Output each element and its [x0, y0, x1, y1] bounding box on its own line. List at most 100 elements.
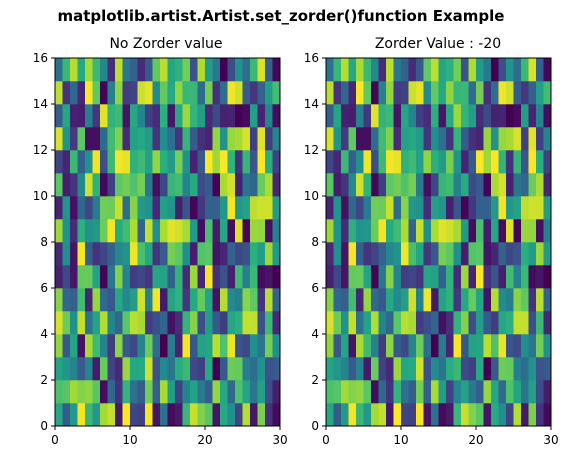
- y-tick-label: 10: [33, 189, 48, 203]
- heatmap-cell: [77, 196, 86, 220]
- heatmap-cell: [62, 380, 71, 404]
- heatmap-cell: [175, 127, 183, 151]
- heatmap-cell: [528, 380, 537, 404]
- heatmap-cell: [197, 334, 206, 358]
- heatmap-cell: [265, 150, 273, 174]
- heatmap-cell: [326, 357, 334, 381]
- heatmap-cell: [100, 265, 108, 289]
- heatmap-cell: [521, 58, 529, 82]
- heatmap-cell: [348, 81, 357, 105]
- heatmap-cell: [205, 311, 213, 335]
- heatmap-cell: [446, 334, 454, 358]
- heatmap-cell: [85, 357, 93, 381]
- heatmap-cell: [491, 334, 499, 358]
- heatmap-cell: [235, 58, 243, 82]
- heatmap-cell: [220, 196, 228, 220]
- axes-right-heatmap: [326, 58, 552, 427]
- heatmap-cell: [378, 127, 387, 151]
- heatmap-cell: [476, 150, 484, 174]
- heatmap-cell: [92, 334, 101, 358]
- heatmap-cell: [107, 265, 116, 289]
- heatmap-cell: [175, 265, 183, 289]
- heatmap-cell: [371, 127, 379, 151]
- heatmap-cell: [401, 173, 409, 197]
- heatmap-cell: [265, 173, 273, 197]
- heatmap-cell: [371, 196, 379, 220]
- heatmap-cell: [438, 288, 447, 312]
- heatmap-cell: [453, 311, 462, 335]
- heatmap-cell: [70, 242, 78, 266]
- heatmap-cell: [348, 311, 357, 335]
- heatmap-cell: [227, 173, 236, 197]
- heatmap-cell: [363, 242, 372, 266]
- heatmap-cell: [498, 219, 507, 243]
- heatmap-cell: [265, 288, 273, 312]
- heatmap-cell: [326, 334, 334, 358]
- heatmap-cell: [107, 219, 116, 243]
- heatmap-cell: [536, 196, 544, 220]
- heatmap-cell: [130, 58, 138, 82]
- heatmap-cell: [115, 219, 123, 243]
- heatmap-cell: [393, 357, 402, 381]
- heatmap-cell: [115, 357, 123, 381]
- heatmap-cell: [513, 403, 522, 427]
- heatmap-cell: [513, 58, 522, 82]
- heatmap-cell: [491, 150, 499, 174]
- heatmap-cell: [100, 58, 108, 82]
- heatmap-cell: [100, 357, 108, 381]
- heatmap-cell: [528, 81, 537, 105]
- heatmap-cell: [416, 242, 424, 266]
- heatmap-cell: [250, 127, 258, 151]
- heatmap-cell: [521, 127, 529, 151]
- heatmap-cell: [326, 288, 334, 312]
- heatmap-cell: [205, 334, 213, 358]
- heatmap-cell: [85, 242, 93, 266]
- heatmap-cell: [227, 311, 236, 335]
- heatmap-cell: [528, 196, 537, 220]
- heatmap-cell: [55, 150, 63, 174]
- heatmap-cell: [265, 219, 273, 243]
- axes-right: Zorder Value : -20 0 10 20 30 0 2 4 6 8 10 12 14 16: [304, 36, 559, 447]
- heatmap-cell: [197, 58, 206, 82]
- heatmap-cell: [513, 288, 522, 312]
- heatmap-cell: [446, 173, 454, 197]
- heatmap-cell: [341, 81, 349, 105]
- heatmap-cell: [386, 173, 394, 197]
- heatmap-cell: [356, 81, 364, 105]
- heatmap-cell: [55, 81, 63, 105]
- heatmap-cell: [85, 81, 93, 105]
- heatmap-cell: [107, 380, 116, 404]
- heatmap-cell: [423, 357, 432, 381]
- heatmap-cell: [250, 311, 258, 335]
- x-tick-label: 20: [468, 433, 483, 447]
- heatmap-cell: [167, 311, 176, 335]
- heatmap-cell: [378, 334, 387, 358]
- heatmap-cell: [62, 104, 71, 128]
- heatmap-cell: [408, 334, 417, 358]
- heatmap-cell: [205, 127, 213, 151]
- heatmap-cell: [160, 265, 168, 289]
- heatmap-cell: [356, 104, 364, 128]
- heatmap-cell: [182, 265, 191, 289]
- heatmap-cell: [363, 311, 372, 335]
- heatmap-cell: [401, 219, 409, 243]
- heatmap-cell: [167, 127, 176, 151]
- axes-right-yticks: 0 2 4 6 8 10 12 14 16: [304, 51, 326, 433]
- heatmap-cell: [92, 403, 101, 427]
- heatmap-cell: [55, 265, 63, 289]
- heatmap-cell: [333, 334, 342, 358]
- heatmap-cell: [160, 311, 168, 335]
- heatmap-cell: [513, 357, 522, 381]
- heatmap-cell: [393, 311, 402, 335]
- heatmap-cell: [130, 127, 138, 151]
- heatmap-cell: [446, 196, 454, 220]
- heatmap-cell: [250, 196, 258, 220]
- heatmap-cell: [107, 196, 116, 220]
- heatmap-cell: [333, 380, 342, 404]
- heatmap-cell: [348, 104, 357, 128]
- heatmap-cell: [137, 357, 146, 381]
- heatmap-cell: [416, 196, 424, 220]
- heatmap-cell: [190, 58, 198, 82]
- heatmap-cell: [446, 403, 454, 427]
- heatmap-cell: [205, 196, 213, 220]
